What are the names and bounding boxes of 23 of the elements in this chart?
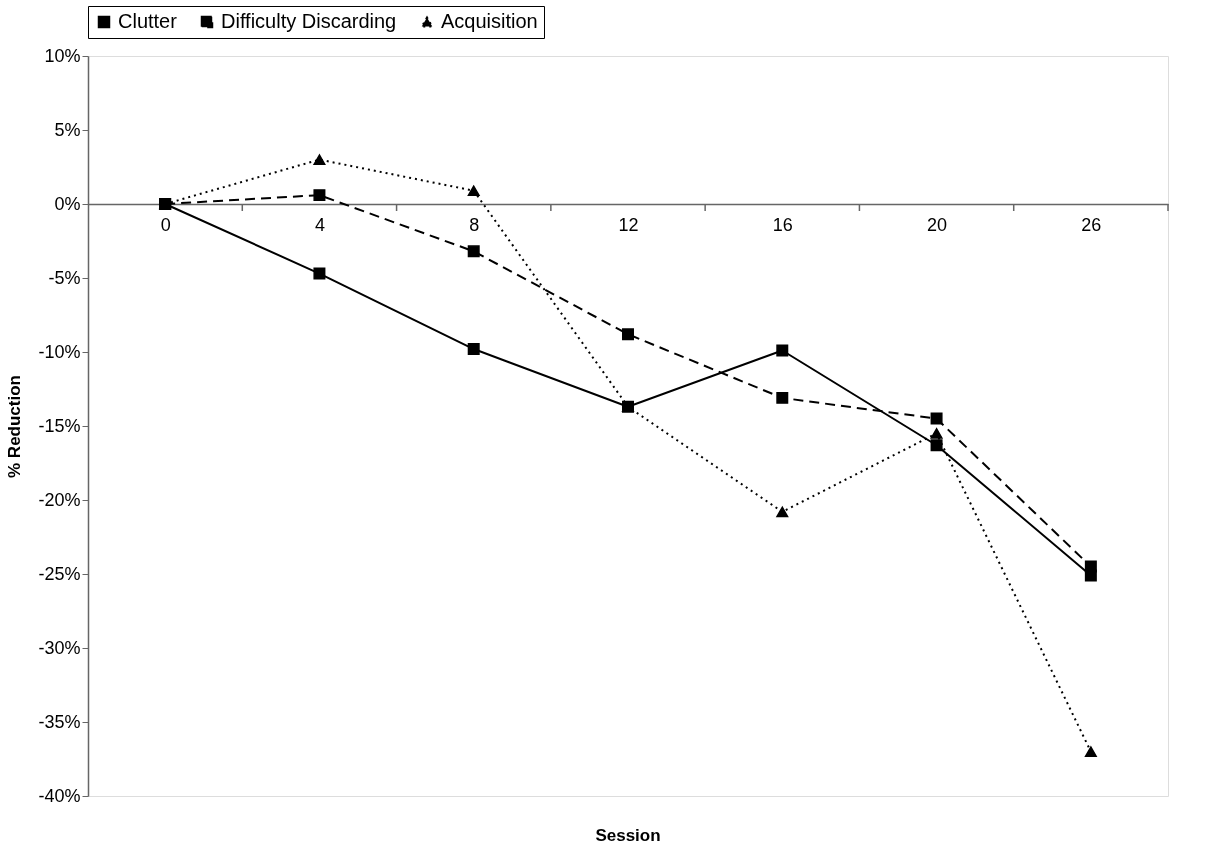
x-tick-label: 20 bbox=[927, 214, 948, 235]
y-tick-label: -20% bbox=[38, 489, 81, 510]
y-tick-label: 10% bbox=[44, 45, 81, 66]
x-tick-label: 26 bbox=[1081, 214, 1102, 235]
x-tick-label: 16 bbox=[772, 214, 793, 235]
x-tick-label: 4 bbox=[314, 214, 325, 235]
y-tick-label: -40% bbox=[38, 785, 81, 806]
y-tick-label: 0% bbox=[54, 193, 81, 214]
legend-label: Clutter bbox=[118, 10, 178, 32]
y-axis-title: % Reduction bbox=[5, 375, 25, 478]
x-tick-label: 12 bbox=[618, 214, 639, 235]
legend-label: Difficulty Discarding bbox=[221, 10, 397, 32]
y-tick-label: -35% bbox=[38, 711, 81, 732]
y-tick-label: -15% bbox=[38, 415, 81, 436]
x-tick-label: 8 bbox=[469, 214, 480, 235]
y-tick-label: -30% bbox=[38, 637, 81, 658]
x-axis-title: Session bbox=[595, 826, 661, 845]
y-tick-label: -10% bbox=[38, 341, 81, 362]
y-tick-label: -5% bbox=[48, 267, 81, 288]
y-tick-label: 5% bbox=[54, 119, 81, 140]
x-tick-label: 0 bbox=[160, 214, 171, 235]
y-tick-label: -25% bbox=[38, 563, 81, 584]
legend-label: Acquisition bbox=[441, 10, 538, 32]
